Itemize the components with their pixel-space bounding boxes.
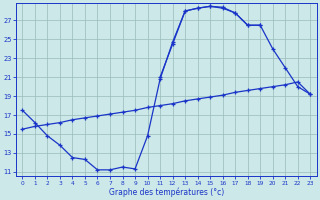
X-axis label: Graphe des températures (°c): Graphe des températures (°c) xyxy=(109,187,224,197)
